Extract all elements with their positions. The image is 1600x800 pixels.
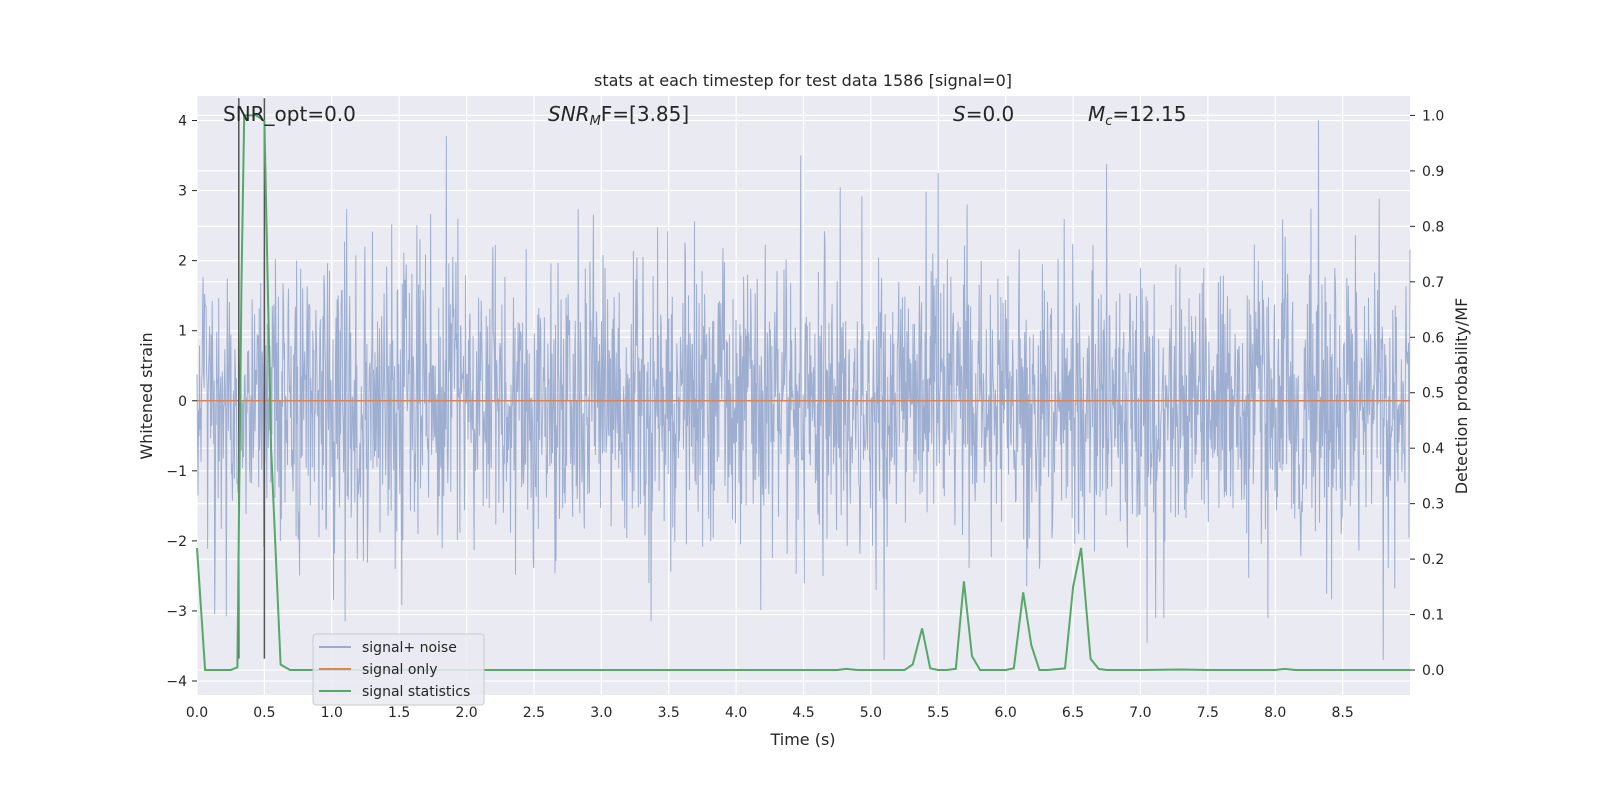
y-tick-label-right: 0.7 — [1422, 275, 1444, 291]
y-tick-label-left: −1 — [166, 464, 187, 480]
x-tick-label: 4.5 — [792, 705, 814, 721]
annotation-mc: Mc=12.15 — [1088, 102, 1186, 129]
x-tick-label: 0.0 — [186, 705, 208, 721]
x-tick-label: 0.5 — [253, 705, 275, 721]
x-axis-label: Time (s) — [769, 730, 835, 749]
x-tick-label: 4.0 — [725, 705, 747, 721]
x-tick-label: 8.0 — [1264, 705, 1286, 721]
legend-label-statistics: signal statistics — [362, 684, 470, 700]
noise-line — [196, 120, 1411, 661]
y-tick-label-right: 0.9 — [1422, 164, 1444, 180]
y-tick-label-left: 4 — [178, 114, 187, 130]
x-tick-label: 1.5 — [388, 705, 410, 721]
y-tick-label-left: −4 — [166, 674, 187, 690]
x-tick-label: 8.5 — [1331, 705, 1353, 721]
y-axis-label-left: Whitened strain — [137, 332, 156, 459]
x-tick-label: 6.5 — [1062, 705, 1084, 721]
y-tick-label-right: 0.4 — [1422, 441, 1444, 457]
statistics-line — [196, 114, 1410, 671]
legend-label-signal-only: signal only — [362, 662, 437, 678]
chart-title: stats at each timestep for test data 158… — [594, 71, 1012, 90]
x-tick-label: 3.5 — [658, 705, 680, 721]
x-tick-label: 2.5 — [523, 705, 545, 721]
annotation-s: S=0.0 — [953, 102, 1014, 126]
y-tick-label-left: 2 — [178, 254, 187, 270]
y-tick-label-left: 0 — [178, 394, 187, 410]
y-tick-label-left: −2 — [166, 534, 187, 550]
axis-ticks: 0.0 0.5 1.0 1.5 2.0 2.5 3.0 3.5 4.0 4.5 5.0 5.5 6.0 6… — [166, 108, 1444, 721]
x-tick-label: 2.0 — [455, 705, 477, 721]
y-axis-label-right: Detection probability/MF — [1452, 298, 1471, 495]
annotation-snr-opt: SNR_opt=0.0 — [223, 102, 356, 126]
legend: signal+ noise signal only signal statist… — [312, 633, 485, 706]
series-signal-noise — [196, 120, 1411, 661]
x-tick-label: 5.5 — [927, 705, 949, 721]
x-tick-label: 7.5 — [1197, 705, 1219, 721]
series-signal-statistics — [196, 114, 1410, 671]
y-tick-label-right: 0.0 — [1422, 663, 1444, 679]
x-tick-label: 1.0 — [321, 705, 343, 721]
y-tick-label-right: 0.6 — [1422, 330, 1444, 346]
legend-label-noise: signal+ noise — [362, 640, 457, 656]
y-tick-label-right: 0.5 — [1422, 386, 1444, 402]
x-tick-label: 3.0 — [590, 705, 612, 721]
x-tick-label: 5.0 — [860, 705, 882, 721]
y-tick-label-right: 0.3 — [1422, 497, 1444, 513]
y-tick-label-right: 0.2 — [1422, 552, 1444, 568]
y-tick-label-left: −3 — [166, 604, 187, 620]
annotation-snr-mf: SNRMF=[3.85] — [548, 102, 689, 129]
x-tick-label: 7.0 — [1129, 705, 1151, 721]
x-tick-label: 6.0 — [995, 705, 1017, 721]
y-tick-label-left: 3 — [178, 184, 187, 200]
y-tick-label-right: 1.0 — [1422, 108, 1444, 124]
legend-box — [312, 633, 485, 706]
y-tick-label-left: 1 — [178, 324, 187, 340]
y-tick-label-right: 0.1 — [1422, 608, 1444, 624]
y-tick-label-right: 0.8 — [1422, 219, 1444, 235]
